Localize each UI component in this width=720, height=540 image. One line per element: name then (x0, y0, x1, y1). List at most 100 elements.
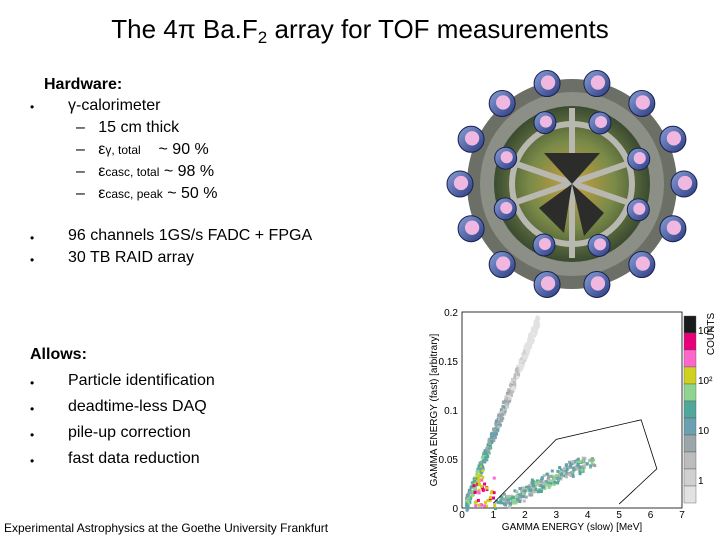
heatmap-cell (509, 392, 513, 396)
heatmap-cell (525, 346, 529, 350)
heatmap-cell (504, 395, 508, 399)
detector-frame (467, 79, 677, 289)
x-tick-label: 4 (585, 510, 591, 521)
heatmap-cell (525, 485, 529, 489)
heatmap-cell (516, 372, 520, 376)
heatmap-cell (501, 409, 505, 413)
heatmap-cell (483, 504, 487, 508)
heatmap-cell (465, 494, 469, 498)
heatmap-cell (476, 467, 480, 471)
colorbar-swatch (683, 332, 697, 351)
allows-item: pile-up correction (68, 424, 191, 441)
heatmap-cell (550, 469, 554, 473)
heatmap-cell (489, 435, 493, 439)
heatmap-cell (556, 469, 560, 473)
heatmap-cell (498, 423, 502, 427)
heatmap-cell (499, 499, 503, 503)
heatmap-cell (583, 464, 587, 468)
heatmap-cell (523, 345, 527, 349)
heatmap-cell (504, 399, 508, 403)
colorbar-swatch (683, 383, 697, 402)
photomultipliers (446, 70, 698, 298)
heatmap-cell (467, 496, 471, 500)
heatmap-cell (530, 330, 534, 334)
heatmap-cell (526, 351, 530, 355)
heatmap-cell (527, 485, 531, 489)
bullet-dot: • (30, 454, 35, 468)
heatmap-cell (493, 504, 497, 508)
photomultiplier-cap (594, 238, 607, 251)
heatmap-cell (497, 415, 501, 419)
heatmap-cell (502, 408, 506, 412)
heatmap-cell (503, 405, 507, 409)
heatmap-cell (533, 334, 537, 338)
heatmap-cell (500, 501, 504, 505)
colorbar-swatch (683, 451, 697, 470)
heatmap-cell (470, 485, 474, 489)
heatmap-cell (531, 338, 535, 342)
heatmap-cell (528, 334, 532, 338)
heatmap-cell (492, 438, 496, 442)
heatmap-cell (531, 480, 535, 484)
heatmap-cell (480, 484, 484, 488)
colorbar-tick-label: 10² (698, 376, 713, 387)
heatmap-cell (590, 461, 594, 465)
photomultiplier-cap (500, 201, 513, 214)
heatmap-cell (476, 498, 480, 502)
heatmap-cell (550, 474, 554, 478)
heatmap-cell (520, 359, 524, 363)
footer: Experimental Astrophysics at the Goethe … (4, 521, 329, 535)
heatmap-cell (476, 469, 480, 473)
colorbar-tick-labels: 10³ 10² 10 1 (698, 326, 713, 487)
heatmap-cell (477, 480, 481, 484)
bullet-dot: • (30, 402, 35, 416)
heatmap-cell (513, 375, 517, 379)
heatmap-cell (528, 493, 532, 497)
bullet-dot: • (30, 428, 35, 442)
photomultiplier-cap (633, 152, 646, 165)
heatmap-cell (576, 460, 580, 464)
heatmap-cell (588, 459, 592, 463)
heatmap-cell (509, 384, 513, 388)
heatmap-cell (581, 456, 585, 460)
heatmap-cell (546, 481, 550, 485)
heatmap-cell (486, 499, 490, 503)
heatmap-cell (477, 483, 481, 487)
heatmap-cell (505, 405, 509, 409)
heatmap-cell (518, 368, 522, 372)
heatmap-cell (522, 495, 526, 499)
hardware-header: Hardware: (44, 76, 123, 93)
heatmap-cell (492, 496, 496, 500)
heatmap-cell (522, 350, 526, 354)
heatmap-cell (513, 373, 517, 377)
heatmap-cell (568, 460, 572, 464)
heatmap-cell (477, 464, 481, 468)
allows-header: Allows: (30, 346, 87, 363)
heatmap-cell (521, 491, 525, 495)
heatmap-cell (465, 497, 469, 501)
heatmap-cell (511, 498, 515, 502)
colorbar-label: COUNTS (706, 313, 717, 356)
heatmap-cell (562, 466, 566, 470)
heatmap-cell (484, 501, 488, 505)
heatmap-cell (535, 326, 539, 330)
heatmap-cell (531, 483, 535, 487)
y-tick-label: 0.1 (444, 406, 458, 417)
photomultiplier-cap (635, 95, 650, 110)
heatmap-cell (505, 391, 509, 395)
allows-item: deadtime-less DAQ (68, 398, 207, 415)
heatmap-cells (465, 315, 597, 512)
x-tick-label: 6 (648, 510, 654, 521)
heatmap-cell (485, 504, 489, 508)
heatmap-cell (506, 495, 510, 499)
heatmap-cell (493, 507, 497, 511)
heatmap-cell (472, 480, 476, 484)
heatmap-cell (466, 507, 470, 511)
x-tick-label: 5 (616, 510, 622, 521)
photomultiplier-cap (666, 220, 682, 235)
colorbar-swatch (683, 485, 697, 504)
heatmap-cell (487, 447, 491, 451)
heatmap-cell (489, 491, 493, 495)
y-tick-label: 0.05 (439, 455, 459, 466)
heatmap-cell (485, 447, 489, 451)
